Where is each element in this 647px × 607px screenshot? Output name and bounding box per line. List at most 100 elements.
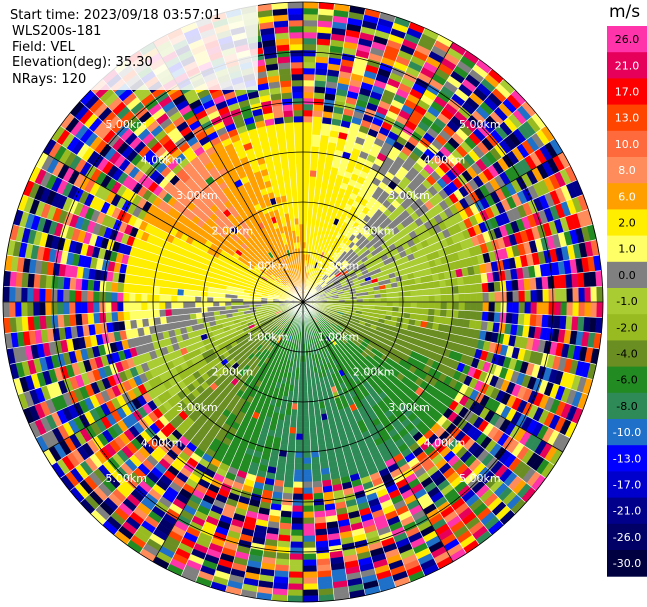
velocity-gate: [302, 505, 315, 513]
velocity-gate: [164, 308, 172, 317]
velocity-gate: [26, 287, 34, 303]
velocity-gate: [312, 492, 324, 500]
velocity-gate: [277, 540, 291, 548]
velocity-gate: [302, 577, 319, 585]
velocity-gate: [288, 571, 304, 579]
velocity-gate: [287, 444, 296, 453]
velocity-gate: [416, 307, 424, 315]
velocity-gate: [553, 314, 561, 330]
velocity-gate: [302, 547, 317, 555]
velocity-gate: [302, 373, 308, 381]
velocity-gate: [302, 79, 315, 87]
velocity-gate: [8, 301, 16, 318]
velocity-gate: [44, 301, 52, 316]
velocity-gate: [212, 297, 220, 303]
velocity-gate: [152, 301, 160, 311]
velocity-gate: [308, 187, 316, 195]
velocity-gate: [81, 313, 89, 326]
velocity-gate: [194, 301, 202, 308]
velocity-gate: [530, 289, 538, 303]
velocity-gate: [410, 295, 418, 303]
velocity-gate: [122, 292, 130, 303]
velocity-gate: [14, 301, 22, 318]
velocity-gate: [315, 170, 324, 178]
velocity-gate: [380, 297, 388, 303]
velocity-gate: [469, 283, 478, 294]
velocity-gate: [297, 397, 304, 405]
velocity-gate: [291, 517, 304, 525]
velocity-gate: [292, 499, 304, 507]
velocity-gate: [452, 293, 460, 303]
velocity-gate: [296, 421, 304, 429]
velocity-gate: [309, 433, 318, 441]
velocity-gate: [314, 62, 329, 70]
velocity-gate: [293, 475, 304, 483]
velocity-gate: [463, 284, 472, 294]
velocity-gate: [302, 415, 310, 423]
velocity-gate: [315, 56, 329, 64]
velocity-gate: [26, 301, 34, 317]
velocity-gate: [289, 547, 304, 555]
velocity-gate: [302, 169, 311, 177]
velocity-gate: [294, 445, 304, 453]
velocity-gate: [134, 310, 143, 320]
velocity-gate: [111, 281, 119, 293]
velocity-gate: [493, 281, 501, 293]
velocity-gate: [14, 286, 22, 303]
velocity-gate: [182, 289, 190, 297]
velocity-gate: [428, 287, 436, 296]
velocity-gate: [287, 589, 304, 597]
velocity-gate: [308, 181, 316, 189]
velocity-gate: [290, 535, 304, 543]
velocity-gate: [499, 280, 507, 292]
velocity-gate: [505, 312, 513, 325]
velocity-gate: [307, 199, 314, 207]
velocity-gate: [302, 403, 309, 411]
velocity-gate: [298, 373, 304, 381]
velocity-gate: [518, 290, 526, 303]
velocity-gate: [20, 301, 28, 318]
velocity-gate: [308, 403, 315, 411]
velocity-gate: [307, 205, 314, 213]
velocity-gate: [158, 301, 166, 310]
velocity-gate: [310, 151, 319, 160]
velocity-gate: [428, 308, 436, 317]
velocity-gate: [2, 286, 10, 303]
velocity-gate: [404, 296, 412, 303]
velocity-gate: [302, 469, 313, 477]
velocity-gate: [297, 391, 304, 399]
velocity-gate: [292, 391, 299, 399]
velocity-gate: [293, 481, 304, 489]
velocity-gate: [110, 291, 118, 303]
velocity-gate: [316, 38, 331, 46]
velocity-gate: [290, 409, 298, 417]
velocity-gate: [487, 311, 495, 323]
velocity-gate: [218, 297, 226, 303]
velocity-gate: [311, 462, 321, 471]
velocity-gate: [62, 301, 70, 315]
velocity-gate: [146, 301, 154, 311]
velocity-gate: [176, 308, 184, 316]
velocity-gate: [548, 301, 556, 316]
velocity-gate: [296, 415, 304, 423]
velocity-gate: [312, 110, 324, 118]
velocity-gate: [302, 529, 316, 537]
velocity-gate: [293, 463, 304, 471]
velocity-gate: [302, 151, 312, 159]
velocity-gate: [182, 295, 190, 303]
velocity-gate: [206, 306, 214, 313]
velocity-gate: [302, 541, 317, 549]
velocity-gate: [297, 403, 304, 411]
velocity-gate: [302, 175, 310, 183]
velocity-gate: [92, 301, 100, 314]
velocity-gate: [39, 274, 47, 289]
velocity-gate: [535, 313, 543, 328]
velocity-gate: [302, 553, 317, 561]
velocity-gate: [295, 439, 304, 447]
velocity-gate: [554, 288, 562, 303]
velocity-gate: [290, 415, 298, 423]
velocity-gate: [188, 289, 196, 297]
velocity-gate: [294, 457, 304, 465]
velocity-gate: [590, 286, 598, 303]
velocity-gate: [93, 312, 101, 325]
